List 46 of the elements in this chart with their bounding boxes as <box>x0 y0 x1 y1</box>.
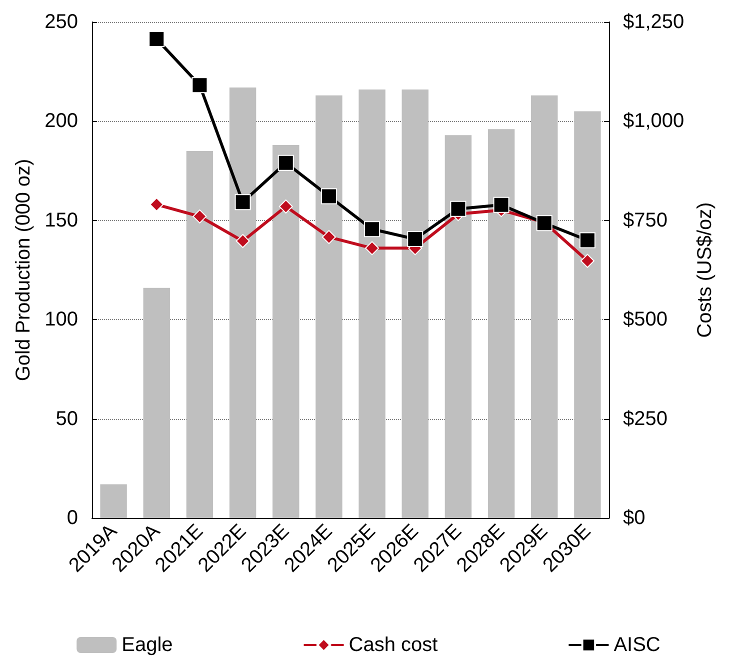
y-tick-label: 100 <box>44 308 78 331</box>
point <box>579 232 596 248</box>
bar <box>143 288 170 518</box>
point <box>236 234 250 248</box>
point <box>192 209 207 224</box>
y-tick-label: 0 <box>66 507 78 529</box>
y2-tick-label: $1,000 <box>623 110 684 132</box>
point <box>580 254 594 268</box>
point <box>322 230 336 244</box>
legend-label: Eagle <box>122 634 173 656</box>
bar <box>316 95 342 518</box>
legend-label: AISC <box>614 634 660 656</box>
point <box>150 198 164 212</box>
y-tick-label: 200 <box>44 110 78 132</box>
point <box>192 77 208 94</box>
point <box>234 194 251 210</box>
point <box>148 31 165 48</box>
point <box>278 154 294 171</box>
point <box>320 188 337 204</box>
y-axis-title: Gold Production (000 oz) <box>12 158 35 382</box>
y-tick-label: 50 <box>56 408 78 430</box>
bar <box>358 89 386 518</box>
y-tick-label: 250 <box>44 11 78 33</box>
bar <box>100 484 127 518</box>
bar <box>402 89 428 518</box>
bar <box>186 150 214 518</box>
point <box>278 200 293 214</box>
legend-label: Cash cost <box>348 634 438 656</box>
y-tick-label: 150 <box>44 209 78 232</box>
point <box>365 241 380 256</box>
bar <box>531 95 558 518</box>
bar <box>444 135 472 518</box>
point <box>364 221 380 238</box>
point <box>450 200 466 217</box>
y2-tick-label: $1,250 <box>623 11 684 33</box>
bar <box>272 145 300 518</box>
y2-tick-label: $250 <box>623 408 668 430</box>
bar <box>574 111 601 518</box>
y2-tick-label: $500 <box>623 308 668 331</box>
y2-axis-title: Costs (US$/oz) <box>694 202 716 338</box>
point <box>407 231 424 248</box>
y2-tick-label: $750 <box>623 209 668 232</box>
bar <box>229 87 256 518</box>
bar <box>488 129 515 518</box>
point <box>493 196 510 213</box>
y2-tick-label: $0 <box>623 507 646 529</box>
